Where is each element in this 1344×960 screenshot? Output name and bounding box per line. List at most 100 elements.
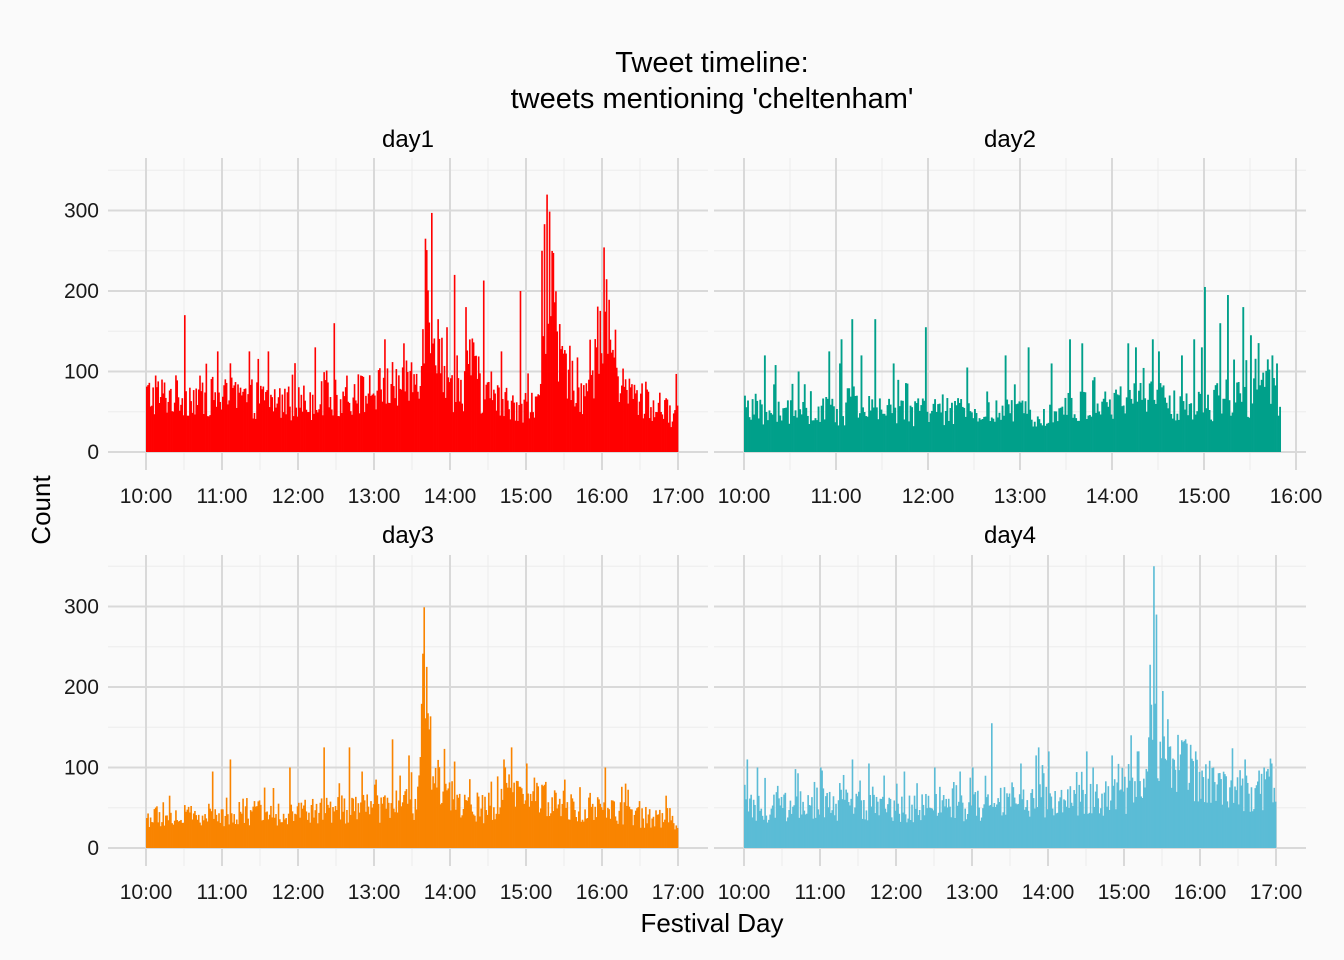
bar: [1035, 755, 1037, 848]
bar: [880, 409, 883, 452]
bar: [384, 339, 386, 452]
bar: [308, 812, 310, 848]
bar: [555, 291, 557, 452]
bar: [1035, 426, 1038, 452]
bar: [436, 787, 438, 848]
bar: [1231, 748, 1234, 848]
bar: [988, 805, 991, 848]
bar: [621, 786, 623, 848]
bar: [328, 407, 331, 452]
bar: [978, 807, 980, 848]
bar: [667, 822, 670, 848]
bar: [1208, 410, 1211, 452]
bar: [651, 420, 654, 452]
bar: [937, 812, 940, 848]
bar: [252, 418, 255, 452]
bar: [313, 413, 315, 452]
bar: [844, 799, 846, 848]
bar: [655, 810, 657, 848]
bar: [634, 393, 637, 452]
bar: [1137, 751, 1140, 848]
bar: [826, 792, 828, 848]
bar: [490, 781, 493, 848]
bar: [396, 405, 399, 452]
bar: [778, 798, 780, 848]
bar: [816, 787, 818, 848]
bar: [526, 401, 528, 452]
bar: [513, 782, 515, 848]
bar: [643, 827, 646, 848]
bar: [228, 400, 230, 452]
bar: [1254, 788, 1257, 848]
bar: [1020, 402, 1022, 452]
bar: [879, 798, 882, 848]
bar: [565, 807, 567, 848]
bar: [779, 415, 782, 452]
bar: [1098, 813, 1101, 848]
bar: [911, 804, 913, 848]
bar: [1167, 719, 1169, 848]
bar: [987, 794, 989, 848]
bar: [798, 817, 801, 848]
bar: [610, 352, 613, 452]
bar: [1066, 414, 1068, 452]
bar: [1241, 778, 1244, 848]
bar: [898, 813, 901, 848]
bar: [507, 400, 509, 452]
bar: [650, 407, 652, 452]
bar: [768, 410, 771, 452]
bar: [233, 814, 236, 848]
bar: [849, 396, 852, 452]
bar: [210, 379, 213, 452]
bar: [939, 786, 941, 848]
bar: [624, 379, 627, 452]
bar: [629, 387, 632, 452]
bar: [1151, 339, 1154, 452]
bar: [548, 815, 551, 848]
bar: [662, 418, 665, 452]
bar: [1168, 395, 1171, 452]
bar: [1033, 421, 1036, 452]
bar: [460, 379, 462, 452]
bar: [371, 807, 374, 848]
bar: [380, 797, 382, 848]
bar: [1011, 782, 1013, 848]
bar: [1145, 411, 1148, 452]
bar: [786, 400, 789, 452]
bar: [1036, 416, 1039, 452]
bar: [851, 759, 854, 848]
y-tick-label: 300: [64, 200, 99, 223]
bar: [957, 398, 960, 452]
bar: [1003, 415, 1006, 452]
x-tick-label: 13:00: [348, 485, 401, 508]
bar: [584, 809, 586, 848]
bar: [1179, 754, 1182, 848]
bar: [854, 395, 857, 452]
bar: [299, 407, 301, 452]
bar: [1243, 811, 1245, 848]
bar: [208, 416, 210, 452]
bar: [1164, 397, 1167, 452]
bar: [605, 279, 608, 452]
bar: [533, 417, 536, 452]
bar: [1085, 419, 1088, 452]
bar: [1279, 406, 1282, 452]
bar: [299, 817, 301, 848]
bar: [1062, 414, 1065, 452]
bar: [770, 413, 772, 452]
bar: [512, 792, 514, 848]
bar: [353, 811, 356, 848]
bar: [807, 795, 809, 848]
bar: [1228, 400, 1231, 452]
x-tick-label: 12:00: [272, 485, 325, 508]
bar: [181, 398, 184, 452]
bar: [1115, 389, 1117, 452]
bar: [162, 393, 165, 452]
bar: [912, 822, 915, 848]
bar: [1063, 799, 1065, 848]
bar: [808, 805, 811, 848]
bar: [1002, 812, 1005, 848]
bar: [527, 373, 529, 452]
bar: [366, 794, 369, 848]
bar: [200, 391, 203, 452]
